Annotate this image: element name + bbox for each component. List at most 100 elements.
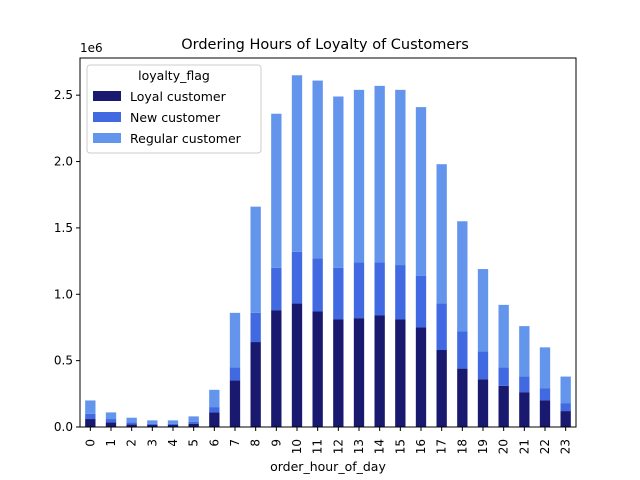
bar-new-customer-1 [105,419,117,423]
bar-new-customer-0 [85,413,96,420]
x-tick-label: 7 [228,439,242,447]
bar-loyal-customer-9 [271,310,282,427]
bar-loyal-customer-15 [395,319,406,427]
bar-regular-customer-14 [374,85,385,263]
bar-regular-customer-16 [415,107,427,276]
bar-regular-customer-20 [498,304,509,368]
plot-area: 0.00.51.01.52.02.50 1 2 3 4 5 6 7 8 9 10 11 12 13 14 15… [54,57,577,454]
bar-new-customer-2 [126,422,137,425]
bar-new-customer-21 [519,376,530,393]
bar-regular-customer-19 [477,269,489,352]
bar-loyal-customer-11 [312,311,323,427]
bar-new-customer-5 [188,421,199,424]
x-tick-label: 22 [538,439,552,454]
bar-regular-customer-18 [457,221,468,332]
bar-loyal-customer-13 [353,318,365,427]
x-tick-label: 3 [145,439,159,447]
bar-loyal-customer-12 [333,319,344,427]
x-tick-label: 14 [373,439,387,454]
x-tick-label: 8 [249,439,263,447]
legend-entry: New customer [130,110,221,125]
legend-entry: Regular customer [130,131,242,146]
bar-loyal-customer-23 [560,411,571,427]
bar-loyal-customer-0 [85,419,96,427]
y-tick-label: 0.0 [54,420,73,434]
bar-new-customer-4 [167,423,179,426]
legend-entry: Loyal customer [130,89,227,104]
bar-regular-customer-21 [519,326,530,377]
bar-new-customer-10 [291,251,303,304]
bar-new-customer-15 [395,265,406,320]
bar-loyal-customer-6 [209,412,220,427]
x-tick-label: 2 [125,439,139,447]
bar-regular-customer-13 [353,89,365,263]
x-tick-label: 0 [83,439,97,447]
bar-regular-customer-1 [105,412,117,420]
bar-loyal-customer-10 [291,303,303,427]
bar-regular-customer-17 [436,164,447,304]
legend-swatch [93,133,121,143]
x-tick-label: 5 [187,439,201,447]
bar-new-customer-23 [560,403,571,412]
x-tick-label: 15 [393,439,407,454]
x-tick-label: 4 [166,439,180,447]
bar-new-customer-8 [250,312,261,343]
bar-regular-customer-11 [312,80,323,259]
bar-regular-customer-6 [209,389,220,408]
bar-loyal-customer-22 [539,400,551,427]
x-axis-label: order_hour_of_day [270,459,386,474]
x-tick-label: 17 [435,439,449,454]
bar-new-customer-3 [147,423,158,426]
bar-new-customer-6 [209,407,220,413]
bar-new-customer-7 [229,367,241,381]
bar-loyal-customer-2 [126,424,137,427]
bar-new-customer-13 [353,262,365,319]
bar-loyal-customer-16 [415,327,427,427]
x-tick-label: 9 [269,439,283,447]
x-tick-label: 1 [104,439,118,447]
bar-new-customer-22 [539,388,551,401]
chart-title: Ordering Hours of Loyalty of Customers [181,37,469,53]
x-tick-label: 20 [497,439,511,454]
y-tick-label: 2.0 [54,155,73,169]
bar-regular-customer-9 [271,113,282,268]
bar-loyal-customer-20 [498,385,509,427]
legend-box [86,64,262,154]
x-tick-label: 23 [559,439,573,454]
bar-loyal-customer-17 [436,350,447,427]
bar-regular-customer-2 [126,417,137,423]
bar-new-customer-19 [477,351,489,380]
bar-regular-customer-10 [291,75,303,252]
bar-regular-customer-7 [229,312,241,368]
x-tick-label: 16 [414,439,428,454]
bar-new-customer-11 [312,258,323,312]
x-tick-label: 13 [352,439,366,454]
bar-loyal-customer-7 [229,380,241,427]
bar-regular-customer-0 [85,400,96,414]
bar-loyal-customer-19 [477,379,489,427]
x-tick-label: 21 [517,439,531,454]
x-tick-label: 12 [331,439,345,454]
bar-loyal-customer-18 [457,368,468,427]
y-offset-label: 1e6 [80,41,103,55]
bar-new-customer-12 [333,267,344,320]
y-tick-label: 1.5 [54,221,73,235]
bar-loyal-customer-3 [147,425,158,427]
legend-title: loyalty_flag [138,68,210,83]
bar-regular-customer-4 [167,420,179,424]
bar-regular-customer-8 [250,206,261,313]
bar-new-customer-16 [415,275,427,328]
y-tick-label: 1.0 [54,287,73,301]
bar-new-customer-18 [457,331,468,369]
axes-frame [79,57,577,428]
bar-new-customer-14 [374,262,385,316]
legend-swatch [93,112,121,122]
bar-loyal-customer-4 [167,425,179,427]
bar-regular-customer-12 [333,96,344,268]
bar-loyal-customer-8 [250,342,261,427]
bar-regular-customer-15 [395,89,406,266]
legend-swatch [93,91,121,101]
bar-loyal-customer-14 [374,315,385,427]
y-tick-label: 0.5 [54,354,73,368]
bar-regular-customer-22 [539,347,551,389]
